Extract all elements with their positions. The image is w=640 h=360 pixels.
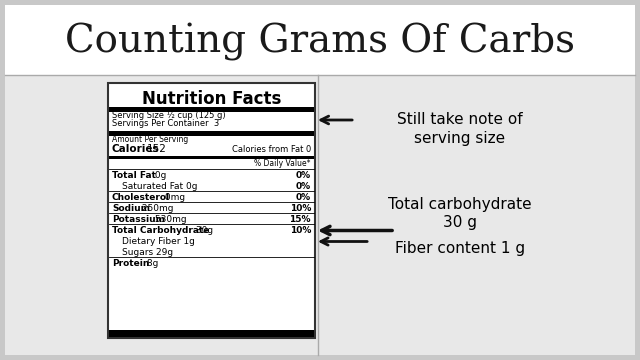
- Text: 250mg: 250mg: [139, 204, 173, 213]
- Text: 0%: 0%: [296, 182, 311, 191]
- Text: 0mg: 0mg: [161, 193, 184, 202]
- Text: 10%: 10%: [290, 204, 311, 213]
- Text: Still take note of: Still take note of: [397, 112, 523, 127]
- Text: Nutrition Facts: Nutrition Facts: [142, 90, 281, 108]
- Text: % Daily Value*: % Daily Value*: [255, 158, 311, 167]
- Bar: [109, 131, 314, 136]
- Bar: [109, 156, 314, 159]
- Text: Total Fat: Total Fat: [112, 171, 156, 180]
- Text: 0%: 0%: [296, 171, 311, 180]
- Text: Potassium: Potassium: [112, 215, 165, 224]
- Text: 0g: 0g: [152, 171, 167, 180]
- Text: Serving Size ½ cup (125 g): Serving Size ½ cup (125 g): [112, 112, 226, 121]
- Text: 530mg: 530mg: [152, 215, 187, 224]
- Text: Saturated Fat 0g: Saturated Fat 0g: [122, 182, 198, 191]
- Text: Calories from Fat 0: Calories from Fat 0: [232, 144, 311, 153]
- Text: Cholesterol: Cholesterol: [112, 193, 170, 202]
- Text: 30g: 30g: [193, 226, 213, 235]
- Text: 152: 152: [147, 144, 167, 154]
- Bar: [5, 5, 635, 75]
- Text: Servings Per Container  3: Servings Per Container 3: [112, 120, 220, 129]
- Text: Amount Per Serving: Amount Per Serving: [112, 135, 188, 144]
- Text: 30 g: 30 g: [443, 215, 477, 230]
- Text: Sodium: Sodium: [112, 204, 150, 213]
- Text: Fiber content 1 g: Fiber content 1 g: [395, 240, 525, 256]
- Text: Total Carbohydrate: Total Carbohydrate: [112, 226, 209, 235]
- Bar: [109, 107, 314, 112]
- Text: Calories: Calories: [112, 144, 159, 154]
- Text: Dietary Fiber 1g: Dietary Fiber 1g: [122, 237, 195, 246]
- Text: serving size: serving size: [415, 130, 506, 145]
- Text: Counting Grams Of Carbs: Counting Grams Of Carbs: [65, 23, 575, 61]
- Bar: [5, 75, 635, 355]
- Bar: [109, 330, 314, 337]
- Text: 10%: 10%: [290, 226, 311, 235]
- Text: 8g: 8g: [143, 259, 158, 268]
- Text: Total carbohydrate: Total carbohydrate: [388, 198, 532, 212]
- Text: 15%: 15%: [289, 215, 311, 224]
- Text: Protein: Protein: [112, 259, 149, 268]
- Text: 0%: 0%: [296, 193, 311, 202]
- Text: Sugars 29g: Sugars 29g: [122, 248, 173, 257]
- Bar: [108, 83, 315, 338]
